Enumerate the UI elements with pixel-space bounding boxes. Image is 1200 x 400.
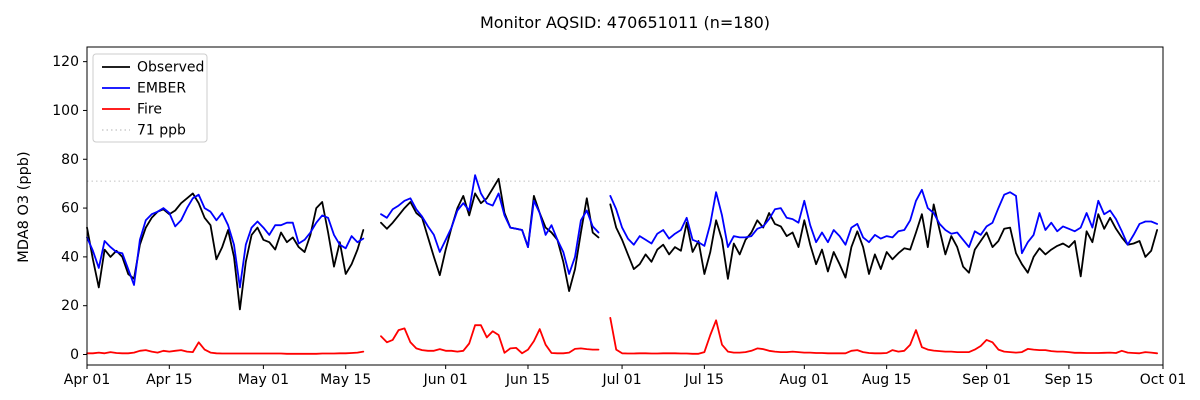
legend-label: Observed bbox=[137, 60, 204, 76]
x-tick-label: Aug 15 bbox=[862, 372, 912, 388]
legend-label: Fire bbox=[137, 102, 162, 118]
series-lines-group bbox=[86, 174, 1158, 355]
x-tick-label: Aug 01 bbox=[780, 372, 830, 388]
y-tick-label: 60 bbox=[61, 201, 79, 217]
y-tick-label: 40 bbox=[61, 249, 79, 265]
series-line-ember bbox=[86, 193, 365, 289]
series-line-ember bbox=[609, 188, 1158, 255]
series-line-fire bbox=[609, 316, 1158, 355]
series-line-observed bbox=[380, 177, 600, 293]
legend-label: EMBER bbox=[137, 81, 186, 97]
legend-box bbox=[92, 53, 208, 143]
x-tick-label: Jul 01 bbox=[601, 372, 641, 388]
y-tick-label: 100 bbox=[52, 103, 79, 119]
x-tick-label: Apr 01 bbox=[64, 372, 110, 388]
series-line-observed bbox=[86, 192, 365, 311]
y-tick-label: 80 bbox=[61, 152, 79, 168]
series-line-observed bbox=[609, 203, 1158, 280]
y-axis-label: MDA8 O3 (ppb) bbox=[16, 151, 32, 263]
series-line-ember bbox=[380, 174, 600, 275]
series-line-fire bbox=[86, 341, 365, 355]
x-tick-label: Sep 15 bbox=[1045, 372, 1094, 388]
y-tick-label: 0 bbox=[70, 347, 79, 363]
x-tick-label: Sep 01 bbox=[962, 372, 1011, 388]
y-tick-label: 120 bbox=[52, 54, 79, 70]
x-tick-label: Jul 15 bbox=[684, 372, 724, 388]
x-tick-label: May 01 bbox=[238, 372, 289, 388]
plot-border bbox=[86, 46, 1164, 366]
series-line-fire bbox=[380, 324, 600, 355]
x-tick-label: May 15 bbox=[320, 372, 371, 388]
y-tick-label: 20 bbox=[61, 298, 79, 314]
axes-group: 0 20 40 60 80 100 120 Apr 01 Apr 15 May 01 May 15 J… bbox=[52, 46, 1186, 388]
x-tick-label: Oct 01 bbox=[1140, 372, 1186, 388]
chart-title: Monitor AQSID: 470651011 (n=180) bbox=[479, 13, 771, 32]
legend-label: 71 ppb bbox=[137, 123, 186, 139]
x-tick-label: Jun 15 bbox=[505, 372, 550, 388]
legend: Observed EMBER Fire 71 ppb bbox=[92, 53, 208, 143]
x-tick-label: Apr 15 bbox=[146, 372, 192, 388]
x-tick-label: Jun 01 bbox=[423, 372, 468, 388]
